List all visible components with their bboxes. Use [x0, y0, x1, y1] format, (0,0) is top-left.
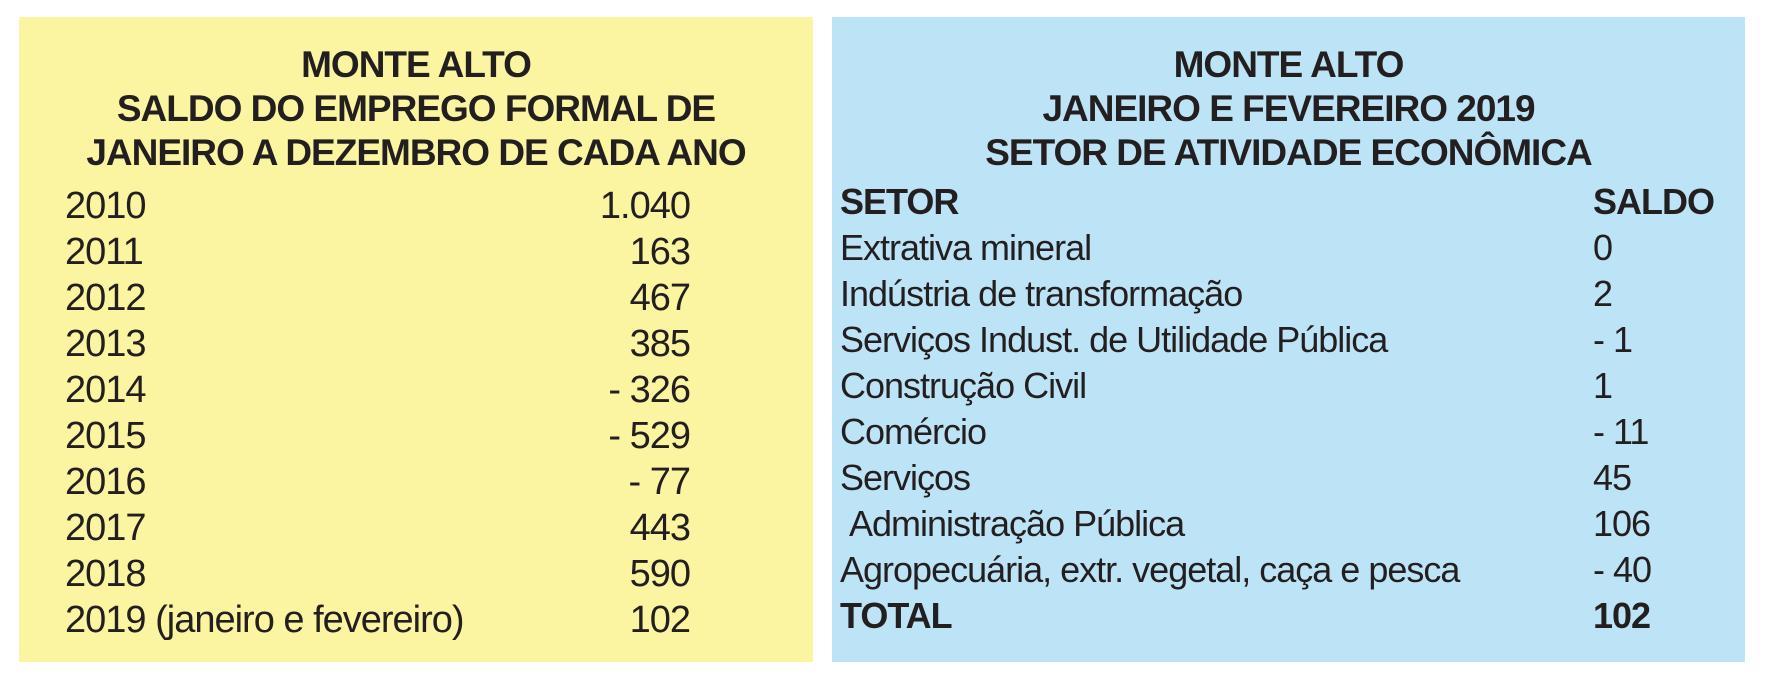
sector-cell: Comércio	[840, 411, 987, 452]
year-cell: 2013	[65, 323, 147, 365]
saldo-cell: 1	[1593, 365, 1613, 406]
total-value: 102	[1593, 595, 1651, 636]
total-row: TOTAL 102	[840, 593, 1735, 639]
title-line: JANEIRO A DEZEMBRO DE CADA ANO	[86, 132, 746, 173]
value-cell: 385	[629, 323, 691, 365]
sector-cell: Agropecuária, extr. vegetal, caça e pesc…	[840, 549, 1460, 590]
table-row: Agropecuária, extr. vegetal, caça e pesc…	[840, 547, 1735, 593]
column-header-row: SETOR SALDO	[840, 179, 1735, 225]
saldo-cell: - 1	[1593, 319, 1633, 360]
column-header-setor: SETOR	[840, 181, 959, 222]
year-cell: 2011	[65, 231, 144, 273]
table-row: Indústria de transformação 2	[840, 271, 1735, 317]
value-cell: 590	[629, 553, 691, 595]
left-table-title: MONTE ALTO SALDO DO EMPREGO FORMAL DE JA…	[19, 17, 813, 175]
table-row: 2011 163	[65, 229, 691, 275]
total-label: TOTAL	[840, 595, 953, 636]
year-cell: 2014	[65, 369, 147, 411]
sector-cell: Indústria de transformação	[840, 273, 1243, 314]
table-row: Extrativa mineral 0	[840, 225, 1735, 271]
table-row: 2018 590	[65, 551, 691, 597]
title-line: MONTE ALTO	[1173, 44, 1405, 85]
right-table-rows: SETOR SALDO Extrativa mineral 0 Indústria …	[832, 179, 1745, 639]
value-cell: 163	[629, 231, 691, 273]
sector-cell: Serviços	[840, 457, 971, 498]
saldo-cell: 45	[1593, 457, 1632, 498]
title-line: JANEIRO E FEVEREIRO 2019	[1042, 88, 1535, 129]
right-table-title: MONTE ALTO JANEIRO E FEVEREIRO 2019 SETO…	[832, 17, 1745, 175]
saldo-cell: 106	[1593, 503, 1651, 544]
table-row: Comércio - 11	[840, 409, 1735, 455]
right-table: MONTE ALTO JANEIRO E FEVEREIRO 2019 SETO…	[832, 17, 1745, 662]
value-cell: - 529	[608, 415, 691, 457]
sector-cell: Serviços Indust. de Utilidade Pública	[840, 319, 1388, 360]
table-row: 2017 443	[65, 505, 691, 551]
table-row: 2014 - 326	[65, 367, 691, 413]
left-table-rows: 2010 1.040 2011 163 2012 467 2013 385 2014- 326 2…	[19, 183, 813, 643]
year-cell: 2019 (janeiro e fevereiro)	[65, 599, 465, 641]
value-cell: 467	[629, 277, 691, 319]
saldo-cell: - 40	[1593, 549, 1652, 590]
title-line: SETOR DE ATIVIDADE ECONÔMICA	[985, 132, 1593, 173]
left-table: MONTE ALTO SALDO DO EMPREGO FORMAL DE JA…	[19, 17, 813, 662]
sector-cell: Extrativa mineral	[840, 227, 1092, 268]
title-line: MONTE ALTO	[301, 44, 532, 85]
table-row: 2013 385	[65, 321, 691, 367]
sector-cell: Construção Civil	[840, 365, 1087, 406]
table-row: 2019 (janeiro e fevereiro) 102	[65, 597, 691, 643]
saldo-cell: - 11	[1593, 411, 1649, 452]
table-row: 2012 467	[65, 275, 691, 321]
value-cell: 443	[629, 507, 691, 549]
year-cell: 2016	[65, 461, 147, 503]
table-row: Serviços Indust. de Utilidade Pública - 1	[840, 317, 1735, 363]
table-row: Construção Civil 1	[840, 363, 1735, 409]
title-line: SALDO DO EMPREGO FORMAL DE	[116, 88, 716, 129]
table-row: Serviços 45	[840, 455, 1735, 501]
year-cell: 2018	[65, 553, 147, 595]
year-cell: 2012	[65, 277, 147, 319]
column-header-saldo: SALDO	[1593, 181, 1715, 222]
table-row: 2010 1.040	[65, 183, 691, 229]
table-row: Administração Pública 106	[840, 501, 1735, 547]
year-cell: 2015	[65, 415, 147, 457]
value-cell: 102	[629, 599, 691, 641]
value-cell: 1.040	[599, 185, 691, 227]
value-cell: - 326	[608, 369, 691, 411]
table-row: 2015 - 529	[65, 413, 691, 459]
value-cell: - 77	[628, 461, 691, 503]
sector-cell: Administração Pública	[840, 503, 1185, 544]
saldo-cell: 0	[1593, 227, 1613, 268]
saldo-cell: 2	[1593, 273, 1613, 314]
year-cell: 2017	[65, 507, 147, 549]
table-row: 2016 - 77	[65, 459, 691, 505]
year-cell: 2010	[65, 185, 147, 227]
